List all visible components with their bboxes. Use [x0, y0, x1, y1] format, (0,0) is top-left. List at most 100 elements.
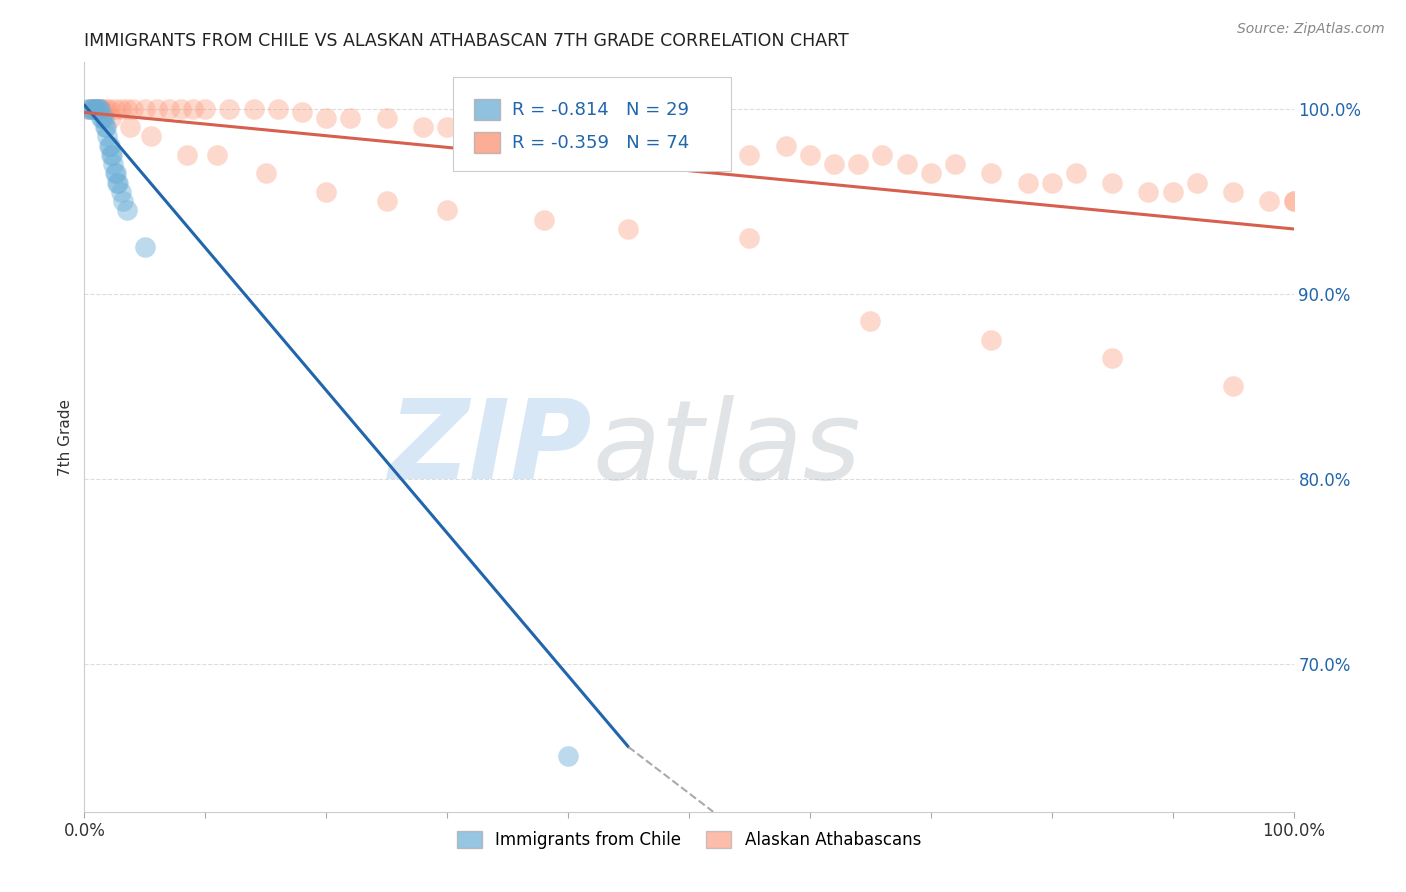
- Point: [1064, 166, 1087, 180]
- Point: [980, 333, 1002, 347]
- Point: [94, 120, 117, 135]
- Point: [176, 148, 198, 162]
- Point: [104, 102, 127, 116]
- Bar: [474, 132, 501, 153]
- Point: [1101, 176, 1123, 190]
- Point: [103, 157, 125, 171]
- Point: [121, 102, 143, 116]
- Point: [98, 138, 121, 153]
- Point: [107, 176, 129, 190]
- Point: [943, 157, 966, 171]
- Point: [170, 102, 193, 116]
- Point: [120, 120, 142, 135]
- Point: [77, 102, 100, 116]
- Legend: Immigrants from Chile, Alaskan Athabascans: Immigrants from Chile, Alaskan Athabasca…: [450, 824, 928, 855]
- Text: IMMIGRANTS FROM CHILE VS ALASKAN ATHABASCAN 7TH GRADE CORRELATION CHART: IMMIGRANTS FROM CHILE VS ALASKAN ATHABAS…: [84, 32, 849, 50]
- Point: [100, 111, 122, 125]
- Point: [581, 120, 603, 135]
- Point: [80, 102, 103, 116]
- Point: [920, 166, 942, 180]
- Y-axis label: 7th Grade: 7th Grade: [58, 399, 73, 475]
- Point: [617, 138, 640, 153]
- Point: [104, 166, 127, 180]
- Point: [267, 102, 290, 116]
- Point: [702, 148, 724, 162]
- Point: [96, 129, 118, 144]
- Point: [115, 203, 138, 218]
- Point: [97, 102, 120, 116]
- Point: [79, 102, 101, 116]
- Point: [896, 157, 918, 171]
- Point: [101, 148, 124, 162]
- Point: [134, 240, 156, 254]
- Point: [533, 129, 555, 144]
- Point: [1222, 379, 1244, 393]
- Point: [87, 102, 110, 116]
- Point: [872, 148, 894, 162]
- Point: [181, 102, 204, 116]
- Point: [207, 148, 229, 162]
- Point: [86, 102, 108, 116]
- Point: [436, 203, 458, 218]
- Point: [77, 102, 100, 116]
- Point: [557, 749, 579, 764]
- Text: R = -0.814   N = 29: R = -0.814 N = 29: [512, 101, 689, 119]
- Point: [775, 138, 797, 153]
- Point: [146, 102, 169, 116]
- Point: [846, 157, 869, 171]
- Point: [94, 120, 117, 135]
- Point: [91, 111, 114, 125]
- Point: [134, 102, 156, 116]
- Point: [89, 102, 111, 116]
- Point: [84, 102, 107, 116]
- Point: [738, 231, 761, 245]
- Point: [1137, 185, 1160, 199]
- Point: [1282, 194, 1305, 209]
- Point: [738, 148, 761, 162]
- Text: Source: ZipAtlas.com: Source: ZipAtlas.com: [1237, 22, 1385, 37]
- Point: [86, 102, 108, 116]
- Point: [291, 105, 314, 120]
- Point: [460, 111, 482, 125]
- Point: [105, 176, 128, 190]
- Point: [254, 166, 277, 180]
- Point: [1040, 176, 1063, 190]
- Point: [112, 194, 135, 209]
- Point: [339, 111, 361, 125]
- Point: [678, 138, 700, 153]
- Point: [533, 212, 555, 227]
- Point: [83, 102, 105, 116]
- Point: [218, 102, 240, 116]
- Point: [157, 102, 180, 116]
- Point: [496, 120, 519, 135]
- Point: [315, 111, 337, 125]
- Point: [375, 194, 398, 209]
- Point: [823, 157, 845, 171]
- Point: [1101, 351, 1123, 366]
- FancyBboxPatch shape: [453, 78, 731, 171]
- Point: [1282, 194, 1305, 209]
- Point: [242, 102, 264, 116]
- Point: [104, 166, 127, 180]
- Point: [436, 120, 458, 135]
- Point: [654, 129, 676, 144]
- Point: [617, 222, 640, 236]
- Point: [1017, 176, 1039, 190]
- Point: [86, 102, 108, 116]
- Point: [859, 314, 882, 328]
- Point: [100, 148, 122, 162]
- Bar: [474, 99, 501, 120]
- Text: atlas: atlas: [592, 395, 860, 502]
- Point: [90, 111, 112, 125]
- Point: [1161, 185, 1184, 199]
- Point: [1258, 194, 1281, 209]
- Point: [139, 129, 162, 144]
- Point: [980, 166, 1002, 180]
- Point: [97, 138, 120, 153]
- Point: [1185, 176, 1208, 190]
- Point: [110, 185, 132, 199]
- Point: [557, 129, 579, 144]
- Point: [412, 120, 434, 135]
- Point: [89, 102, 111, 116]
- Text: R = -0.359   N = 74: R = -0.359 N = 74: [512, 134, 690, 152]
